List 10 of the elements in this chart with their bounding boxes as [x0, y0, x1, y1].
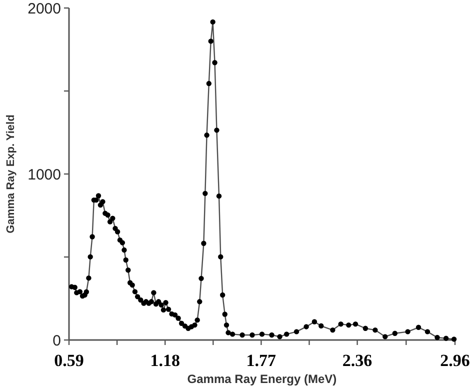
- x-tick-label: 0.59: [54, 351, 84, 370]
- x-tick-label: 2.36: [342, 351, 372, 370]
- y-tick-label: 2000: [28, 0, 61, 18]
- y-tick-label: 0: [52, 332, 61, 350]
- x-tick-label: 2.96: [440, 351, 470, 370]
- x-tick-label: 1.18: [150, 351, 180, 370]
- y-tick-label: 1000: [28, 166, 61, 184]
- y-axis-title: Gamma Ray Exp. Yield: [5, 114, 17, 234]
- x-axis-title: Gamma Ray Energy (MeV): [187, 372, 337, 386]
- x-tick-label: 1.77: [246, 351, 277, 370]
